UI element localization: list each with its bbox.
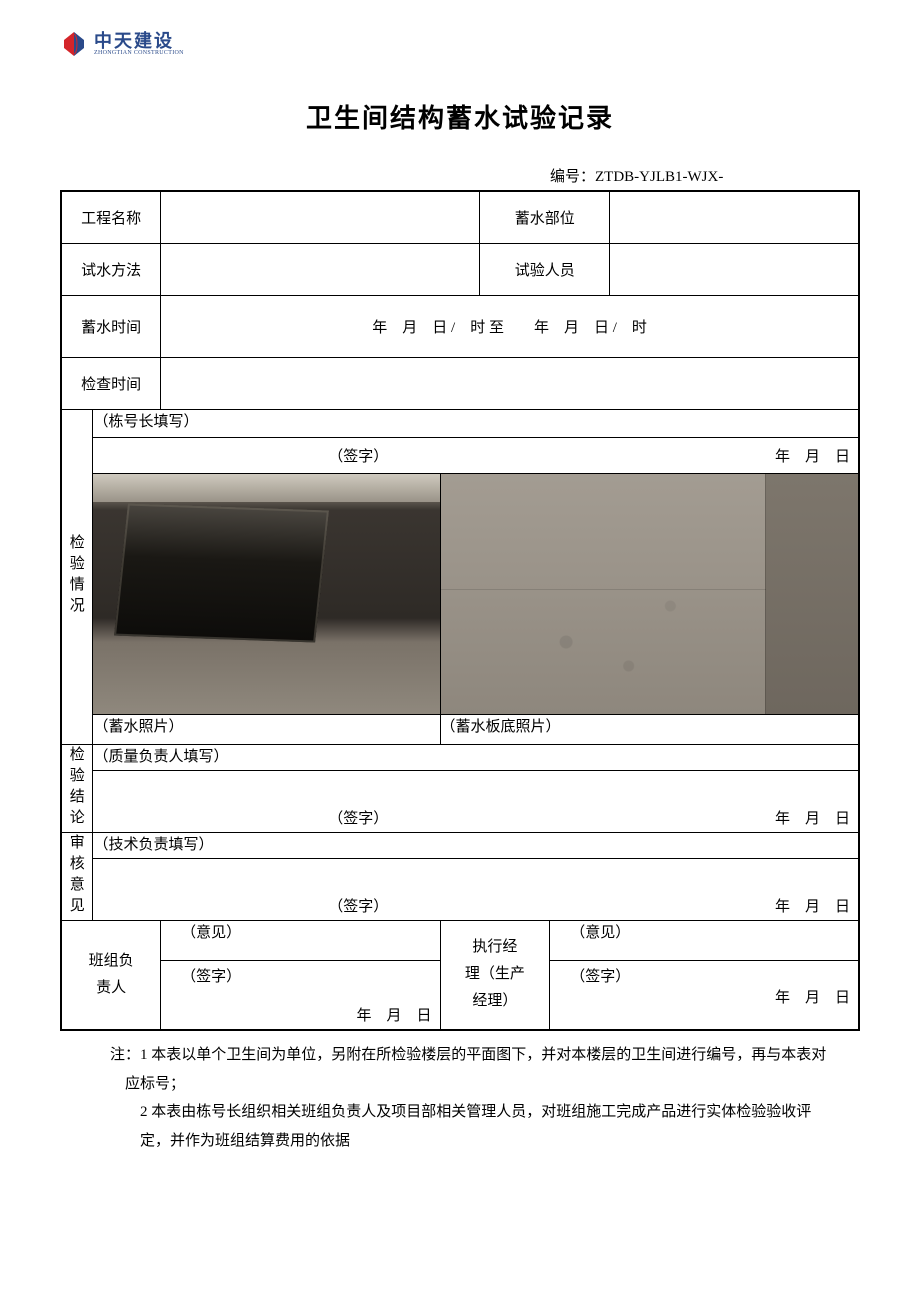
label-check-time: 检查时间 bbox=[61, 357, 161, 409]
logo-text: 中天建设 ZHONGTIAN CONSTRUCTION bbox=[94, 32, 184, 56]
label-method: 试水方法 bbox=[61, 243, 161, 295]
exec-manager-text: 执行经理（生产经理） bbox=[465, 939, 525, 1009]
label-review: 审核意见 bbox=[61, 832, 93, 920]
label-water-time: 蓄水时间 bbox=[61, 295, 161, 357]
label-inspect-status: 检验情况 bbox=[61, 409, 93, 744]
doc-number: 编号：ZTDB-YJLB1-WJX- bbox=[550, 165, 860, 186]
photo2-caption: （蓄水板底照片） bbox=[440, 714, 859, 744]
logo-bar: 中天建设 ZHONGTIAN CONSTRUCTION bbox=[60, 30, 860, 58]
doc-number-value: ZTDB-YJLB1-WJX- bbox=[595, 169, 723, 185]
date-ymd-3: 年 月 日 bbox=[775, 895, 850, 916]
value-project-name bbox=[161, 191, 480, 243]
photo-slab-bottom bbox=[441, 474, 859, 714]
signature-label-4: （签字） bbox=[161, 961, 439, 986]
signature-label-3: （签字） bbox=[328, 895, 388, 916]
water-time-text: 年 月 日 / 时 至 年 月 日 / 时 bbox=[372, 320, 647, 336]
exec-sig-cell: （签字） 年 月 日 bbox=[550, 960, 859, 1030]
page-title: 卫生间结构蓄水试验记录 bbox=[60, 98, 860, 135]
tech-leader-note: （技术负责填写） bbox=[93, 832, 859, 859]
label-water-part: 蓄水部位 bbox=[480, 191, 610, 243]
photo2-cell bbox=[440, 473, 859, 714]
building-leader-note: （栋号长填写） bbox=[93, 409, 859, 437]
date-ymd-5: 年 月 日 bbox=[550, 986, 858, 1011]
doc-number-label: 编号： bbox=[550, 169, 595, 185]
date-ymd-2: 年 月 日 bbox=[775, 807, 850, 828]
note-line-1: 注：1 本表以单个卫生间为单位，另附在所检验楼层的平面图下，并对本楼层的卫生间进… bbox=[125, 1041, 830, 1098]
signature-label: （签字） bbox=[328, 445, 388, 466]
quality-leader-note: （质量负责人填写） bbox=[93, 744, 859, 771]
inspect-sig-row: （签字） 年 月 日 bbox=[93, 437, 859, 473]
team-sig-cell: （签字） 年 月 日 bbox=[161, 960, 440, 1030]
label-conclusion: 检验结论 bbox=[61, 744, 93, 832]
notes: 注：1 本表以单个卫生间为单位，另附在所检验楼层的平面图下，并对本楼层的卫生间进… bbox=[60, 1041, 860, 1155]
value-water-part bbox=[610, 191, 859, 243]
conclusion-sig-row: （签字） 年 月 日 bbox=[93, 771, 859, 832]
signature-label-5: （签字） bbox=[550, 961, 858, 986]
note-prefix: 注： bbox=[110, 1047, 140, 1063]
note-line-2: 2 本表由栋号长组织相关班组负责人及项目部相关管理人员，对班组施工完成产品进行实… bbox=[140, 1098, 830, 1155]
logo-en: ZHONGTIAN CONSTRUCTION bbox=[94, 50, 184, 56]
photo-water-storage bbox=[93, 474, 439, 714]
value-tester bbox=[610, 243, 859, 295]
logo-cn: 中天建设 bbox=[94, 32, 184, 50]
value-method bbox=[161, 243, 480, 295]
photo1-caption: （蓄水照片） bbox=[93, 714, 440, 744]
team-opinion: （意见） bbox=[161, 920, 440, 960]
review-sig-row: （签字） 年 月 日 bbox=[93, 859, 859, 920]
photo1-cell bbox=[93, 473, 440, 714]
team-leader-text: 班组负责人 bbox=[89, 953, 134, 996]
label-team-leader: 班组负责人 bbox=[61, 920, 161, 1030]
label-project-name: 工程名称 bbox=[61, 191, 161, 243]
note-1-text: 1 本表以单个卫生间为单位，另附在所检验楼层的平面图下，并对本楼层的卫生间进行编… bbox=[125, 1047, 826, 1092]
label-tester: 试验人员 bbox=[480, 243, 610, 295]
date-ymd: 年 月 日 bbox=[775, 445, 850, 466]
signature-label-2: （签字） bbox=[328, 807, 388, 828]
logo-icon bbox=[60, 30, 88, 58]
inspect-status-text: 检验情况 bbox=[70, 533, 85, 617]
value-water-time: 年 月 日 / 时 至 年 月 日 / 时 bbox=[161, 295, 859, 357]
main-table: 工程名称 蓄水部位 试水方法 试验人员 蓄水时间 年 月 日 / 时 至 年 月… bbox=[60, 190, 860, 1031]
review-text: 审核意见 bbox=[70, 833, 85, 917]
exec-opinion: （意见） bbox=[550, 920, 859, 960]
date-ymd-4: 年 月 日 bbox=[161, 1004, 439, 1029]
label-exec-manager: 执行经理（生产经理） bbox=[440, 920, 550, 1030]
conclusion-text: 检验结论 bbox=[70, 745, 85, 829]
value-check-time bbox=[161, 357, 859, 409]
